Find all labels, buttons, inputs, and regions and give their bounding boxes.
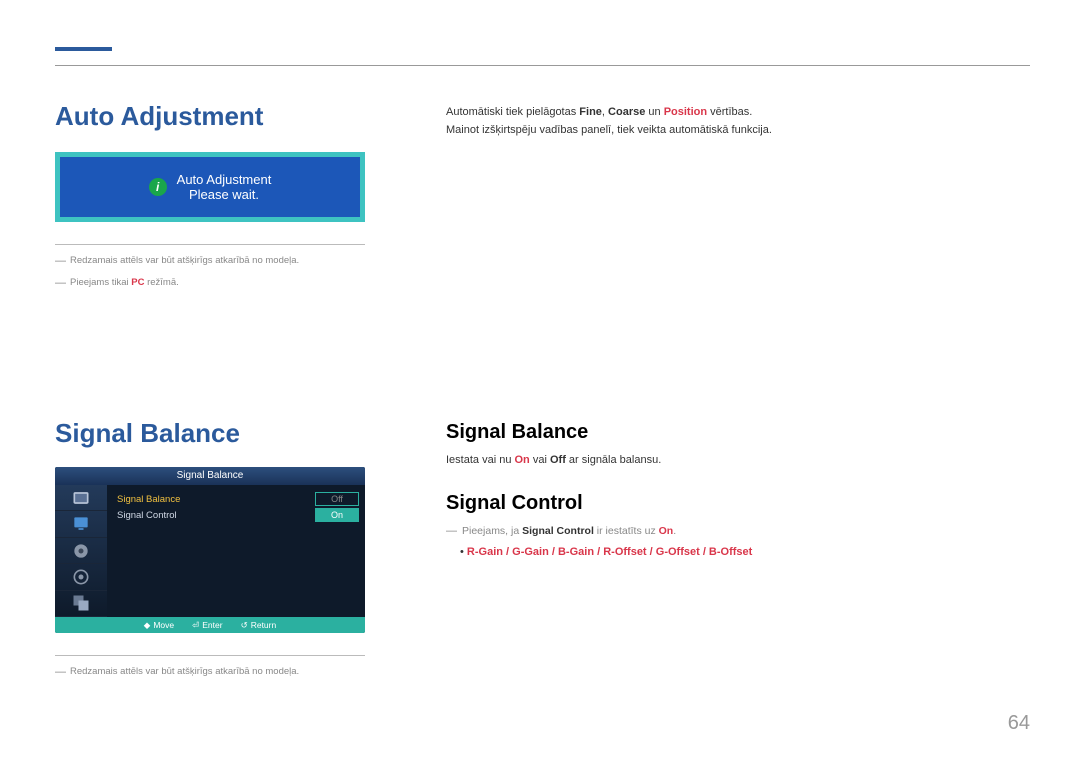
section1-title: Auto Adjustment xyxy=(55,101,395,132)
info-icon: i xyxy=(149,178,167,196)
section-signal-balance-right: Signal Balance Iestata vai nu On vai Off… xyxy=(446,421,1026,558)
section-signal-balance-left: Signal Balance Signal Balance Signal Bal… xyxy=(55,418,395,678)
icon-display xyxy=(55,511,107,537)
footer-move: ◆ Move xyxy=(144,620,174,631)
icon-settings xyxy=(55,564,107,590)
note-text: Redzamais attēls var būt atšķirīgs atkar… xyxy=(70,255,299,267)
header-divider xyxy=(55,65,1030,66)
dash-icon: ― xyxy=(446,523,457,541)
dialog-text: Auto Adjustment Please wait. xyxy=(177,172,272,202)
divider xyxy=(55,655,365,656)
note-text: Redzamais attēls var būt atšķirīgs atkar… xyxy=(70,666,299,678)
signal-balance-desc: Iestata vai nu On vai Off ar signāla bal… xyxy=(446,452,1026,470)
dash-icon: ― xyxy=(55,666,66,678)
divider xyxy=(55,244,365,245)
desc-line1: Automātiski tiek pielāgotas Fine, Coarse… xyxy=(446,104,1026,122)
dialog-line2: Please wait. xyxy=(177,187,272,202)
dash-icon: ― xyxy=(55,277,66,289)
auto-adjustment-dialog: i Auto Adjustment Please wait. xyxy=(55,152,365,222)
note-pc-mode: ― Pieejams tikai PC režīmā. xyxy=(55,277,395,289)
dialog-line1: Auto Adjustment xyxy=(177,172,272,187)
section2-title: Signal Balance xyxy=(55,418,395,449)
footer-enter: ⏎ Enter xyxy=(192,620,222,631)
desc-line2: Mainot izšķirtspēju vadības panelī, tiek… xyxy=(446,122,1026,140)
icon-picture xyxy=(55,485,107,511)
signal-control-note: ― Pieejams, ja Signal Control ir iestatī… xyxy=(446,523,1026,541)
menu-value: On xyxy=(315,508,359,522)
dash-icon: ― xyxy=(55,255,66,267)
menu-row-signal-control: Signal Control On xyxy=(107,507,365,523)
note-model-2: ― Redzamais attēls var būt atšķirīgs atk… xyxy=(55,666,395,678)
menu-titlebar: Signal Balance xyxy=(55,467,365,485)
osd-menu-screenshot: Signal Balance Signal Balance Off Signal… xyxy=(55,467,365,633)
heading-signal-balance: Signal Balance xyxy=(446,421,1026,444)
menu-label: Signal Balance xyxy=(117,494,315,505)
menu-footer: ◆ Move ⏎ Enter ↺ Return xyxy=(55,617,365,633)
menu-value: Off xyxy=(315,492,359,506)
menu-label: Signal Control xyxy=(117,510,315,521)
icon-multi xyxy=(55,591,107,617)
bullet-gains: • R-Gain / G-Gain / B-Gain / R-Offset / … xyxy=(460,546,1026,558)
footer-return: ↺ Return xyxy=(241,620,277,631)
menu-content: Signal Balance Off Signal Control On xyxy=(107,485,365,617)
section-auto-adjustment: Auto Adjustment i Auto Adjustment Please… xyxy=(55,101,395,289)
heading-signal-control: Signal Control xyxy=(446,492,1026,515)
page-number: 64 xyxy=(1008,712,1030,735)
note-model: ― Redzamais attēls var būt atšķirīgs atk… xyxy=(55,255,395,267)
accent-bar xyxy=(55,47,112,51)
menu-row-signal-balance: Signal Balance Off xyxy=(107,491,365,507)
menu-sidebar-icons xyxy=(55,485,107,617)
icon-sound xyxy=(55,538,107,564)
note-text: Pieejams tikai PC režīmā. xyxy=(70,277,179,289)
section1-description: Automātiski tiek pielāgotas Fine, Coarse… xyxy=(446,104,1026,139)
